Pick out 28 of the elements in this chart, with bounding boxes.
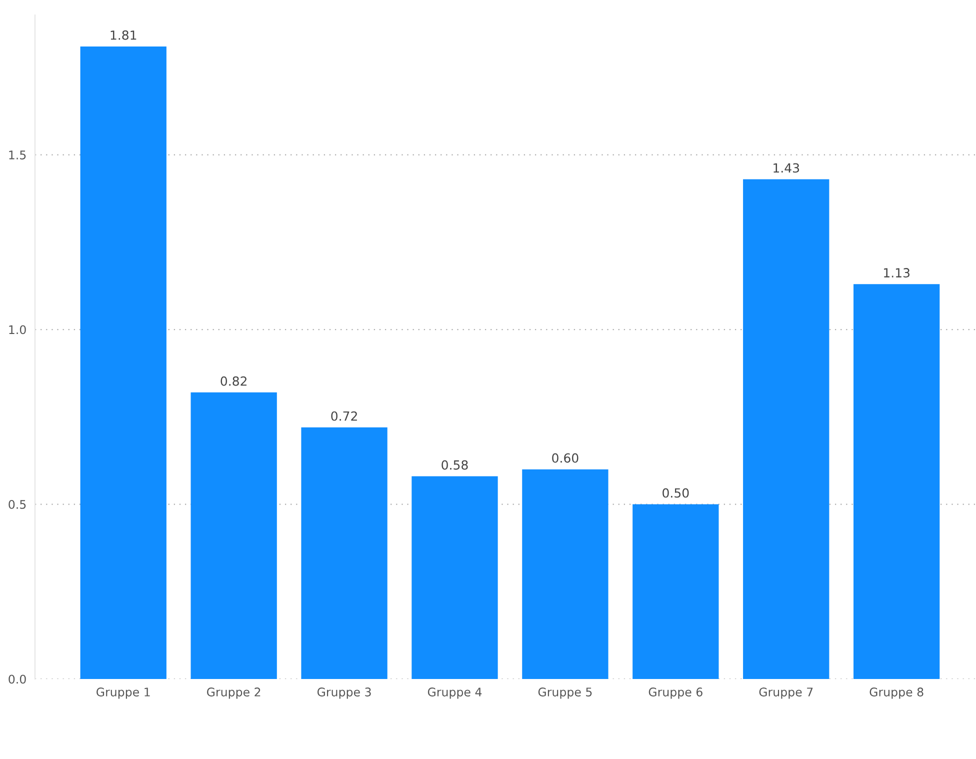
- y-tick-label: 0.0: [8, 674, 26, 684]
- x-tick-label: Gruppe 5: [538, 688, 592, 699]
- y-tick-label: 1.0: [9, 325, 26, 334]
- bar: [412, 476, 498, 679]
- data-label: 0.82: [220, 376, 246, 386]
- bar: [80, 46, 166, 679]
- x-tick-label: Gruppe 4: [428, 688, 482, 699]
- bar: [301, 427, 388, 679]
- x-tick-label: Gruppe 6: [648, 688, 702, 699]
- data-label: 1.13: [884, 268, 910, 278]
- data-label: 0.58: [442, 460, 468, 470]
- y-tick-label: 0.5: [8, 500, 26, 509]
- x-tick-label: Gruppe 3: [317, 688, 371, 699]
- bar: [853, 284, 940, 679]
- x-tick-label: Gruppe 7: [759, 688, 813, 699]
- bar: [522, 469, 608, 679]
- x-tick-label: Gruppe 2: [206, 688, 260, 699]
- x-tick-label: Gruppe 1: [96, 688, 150, 699]
- data-label: 1.43: [774, 163, 800, 173]
- data-label: 0.50: [662, 488, 689, 498]
- y-tick-label: 1.5: [9, 150, 26, 160]
- data-label: 0.60: [552, 453, 578, 463]
- bar: [743, 179, 830, 679]
- data-label: 1.81: [110, 30, 136, 40]
- bar: [190, 392, 277, 679]
- x-tick-label: Gruppe 8: [870, 688, 924, 699]
- bar: [632, 504, 719, 679]
- data-label: 0.72: [331, 411, 357, 421]
